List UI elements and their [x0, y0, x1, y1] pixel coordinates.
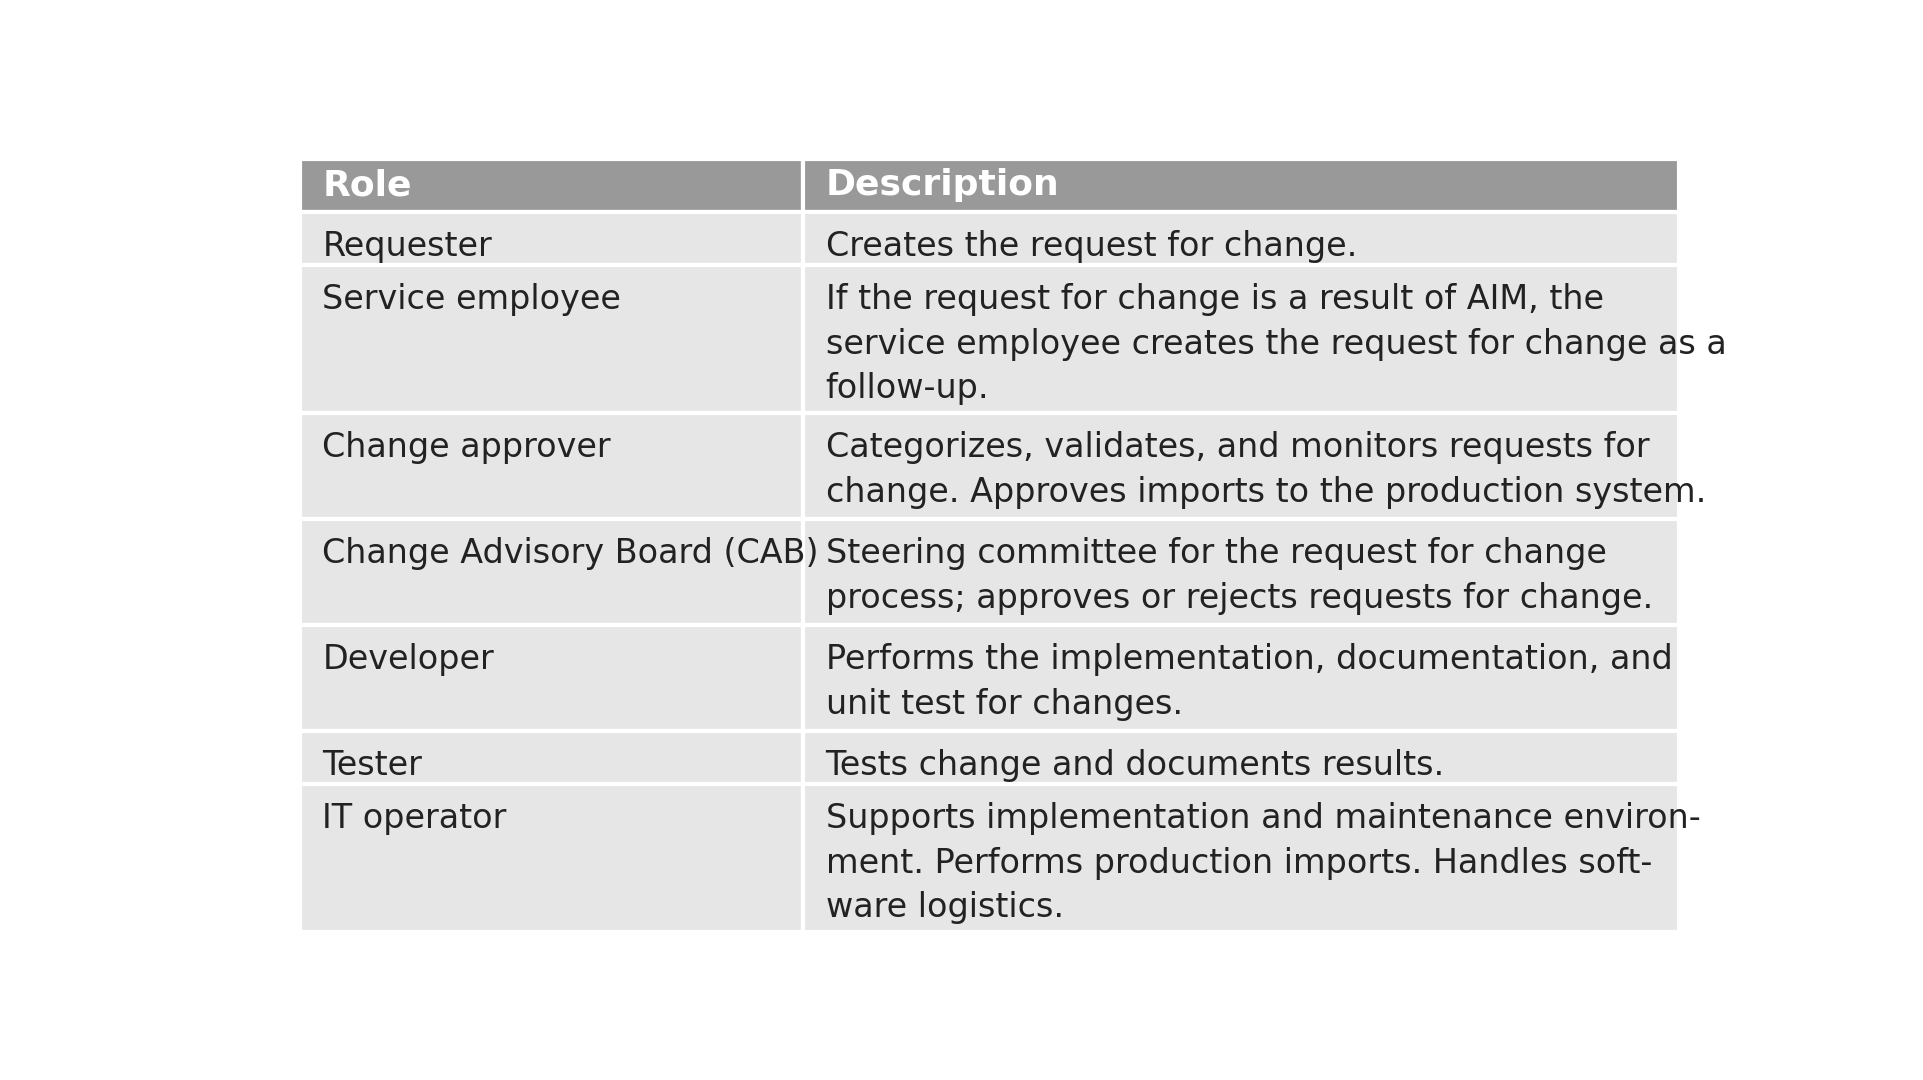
Text: Supports implementation and maintenance environ-
ment. Performs production impor: Supports implementation and maintenance … [825, 802, 1700, 924]
Bar [804, 159, 1679, 212]
Bar [804, 518, 1679, 625]
Text: If the request for change is a result of AIM, the
service employee creates the r: If the request for change is a result of… [825, 283, 1727, 405]
Text: Performs the implementation, documentation, and
unit test for changes.: Performs the implementation, documentati… [825, 644, 1673, 720]
Text: Description: Description [825, 168, 1060, 202]
Text: Tests change and documents results.: Tests change and documents results. [825, 750, 1444, 782]
Bar [804, 212, 1679, 265]
Text: Requester: Requester [323, 230, 492, 262]
Bar [804, 784, 1679, 932]
Text: Change approver: Change approver [323, 431, 612, 464]
Bar [804, 265, 1679, 413]
Bar [300, 265, 804, 413]
Text: Developer: Developer [323, 644, 494, 676]
Text: Role: Role [323, 168, 412, 202]
Bar [300, 625, 804, 731]
Bar [300, 518, 804, 625]
Bar [300, 159, 804, 212]
Bar [300, 731, 804, 784]
Bar [804, 413, 1679, 518]
Bar [804, 625, 1679, 731]
Text: Creates the request for change.: Creates the request for change. [825, 230, 1358, 262]
Bar [804, 731, 1679, 784]
Text: Tester: Tester [323, 750, 423, 782]
Text: Change Advisory Board (CAB): Change Advisory Board (CAB) [323, 537, 819, 570]
Bar [300, 212, 804, 265]
Text: Categorizes, validates, and monitors requests for
change. Approves imports to th: Categorizes, validates, and monitors req… [825, 431, 1706, 509]
Text: Service employee: Service employee [323, 283, 621, 316]
Text: Steering committee for the request for change
process; approves or rejects reque: Steering committee for the request for c… [825, 537, 1652, 615]
Text: IT operator: IT operator [323, 802, 508, 835]
Bar [300, 784, 804, 932]
Bar [300, 413, 804, 518]
